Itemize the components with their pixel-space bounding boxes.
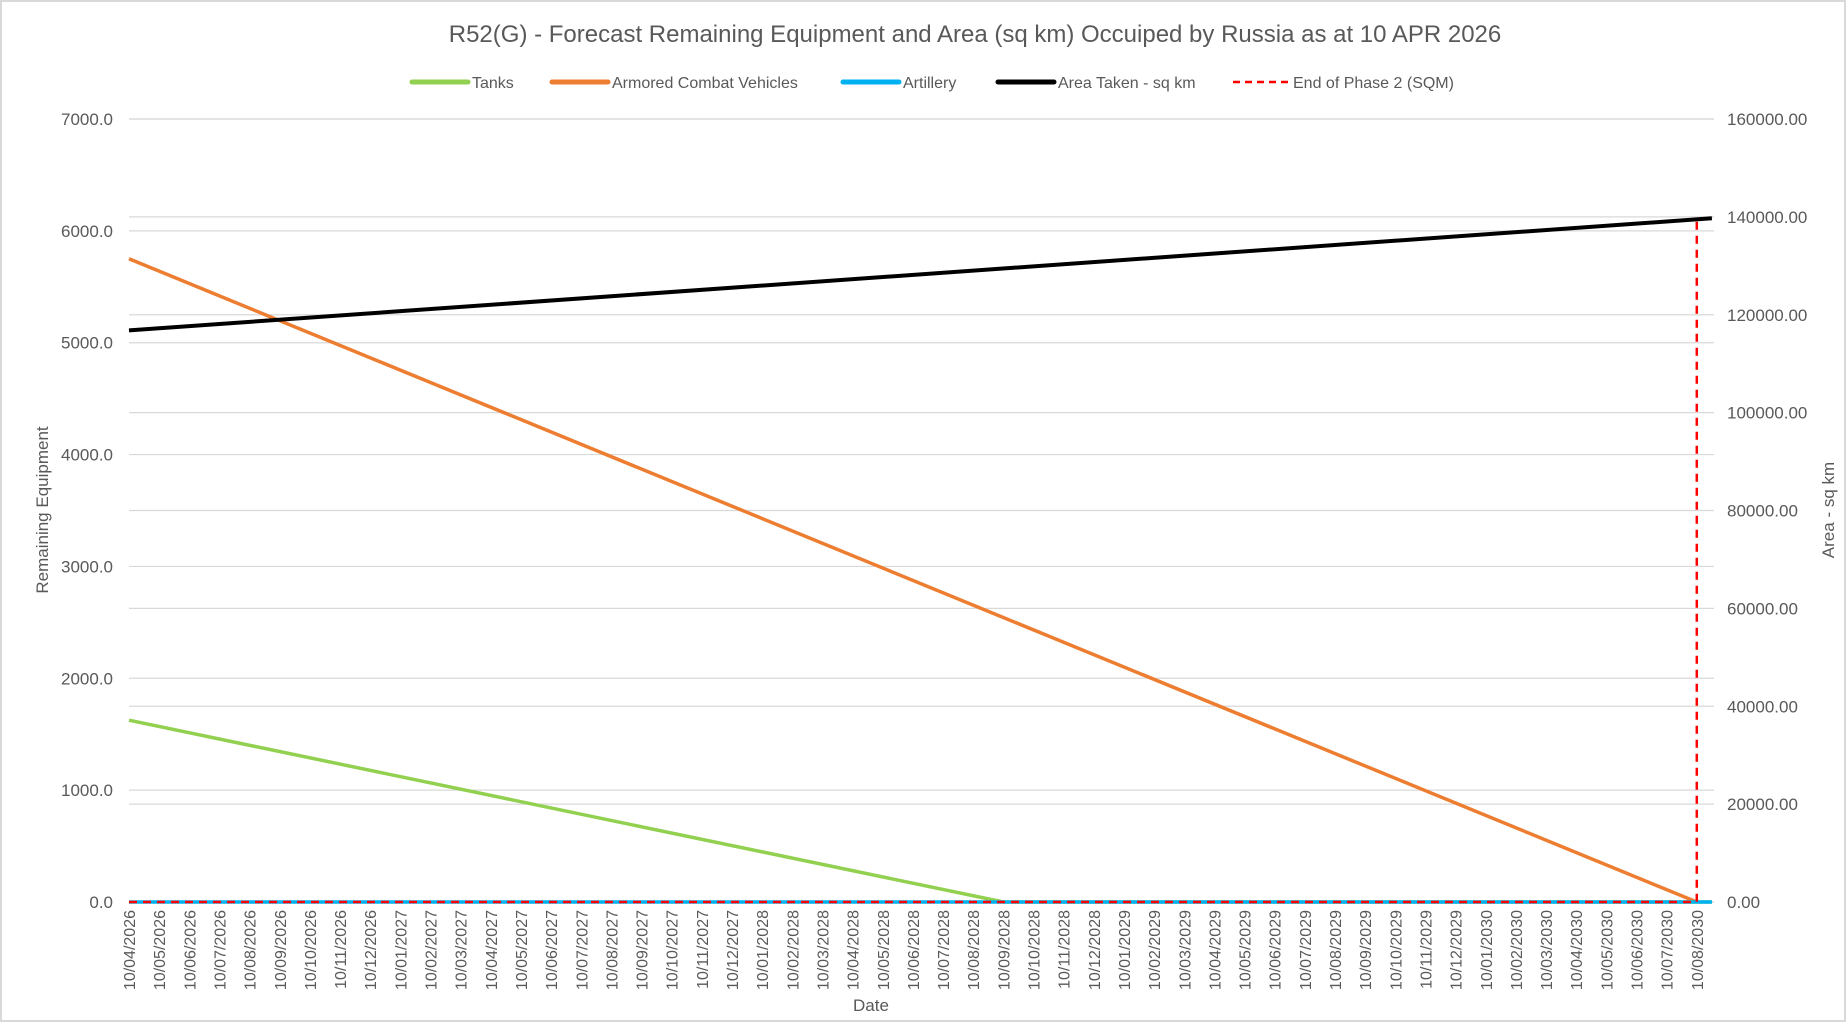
x-tick-label: 10/08/2027 [604, 910, 621, 990]
x-tick-label: 10/09/2027 [635, 910, 652, 990]
y-tick-label: 2000.0 [61, 669, 113, 688]
y-axis-right: 0.00 20000.00 40000.00 60000.00 80000.00 1000… [1727, 110, 1807, 912]
x-tick-label: 10/01/2030 [1479, 910, 1496, 990]
x-tick-label: 10/03/2027 [454, 910, 471, 990]
x-tick-label: 10/04/2030 [1569, 910, 1586, 990]
x-tick-label: 10/04/2029 [1207, 910, 1224, 990]
x-tick-label: 10/05/2028 [876, 910, 893, 990]
y-axis-label: Remaining Equipment [33, 426, 52, 594]
legend-label: Area Taken - sq km [1058, 75, 1196, 92]
x-tick-label: 10/12/2029 [1449, 910, 1466, 990]
x-tick-label: 10/06/2026 [182, 910, 199, 990]
x-tick-label: 10/02/2030 [1509, 910, 1526, 990]
x-tick-label: 10/12/2028 [1087, 910, 1104, 990]
legend-item: Tanks [409, 75, 514, 92]
gridlines [129, 118, 1714, 903]
x-tick-label: 10/08/2026 [243, 910, 260, 990]
y2-tick-label: 20000.00 [1727, 795, 1798, 814]
x-tick-label: 10/02/2027 [424, 910, 441, 990]
legend-item: Armored Combat Vehicles [549, 75, 798, 92]
x-tick-label: 10/08/2028 [966, 910, 983, 990]
legend-label: Tanks [472, 75, 514, 92]
x-tick-label: 10/05/2030 [1599, 910, 1616, 990]
x-tick-label: 10/07/2027 [574, 910, 591, 990]
y2-tick-label: 160000.00 [1727, 110, 1807, 129]
legend-label: Armored Combat Vehicles [612, 75, 798, 92]
x-tick-label: 10/09/2028 [996, 910, 1013, 990]
x-tick-label: 10/04/2028 [846, 910, 863, 990]
x-tick-label: 10/11/2028 [1057, 910, 1074, 989]
y2-tick-label: 40000.00 [1727, 697, 1798, 716]
x-tick-label: 10/10/2026 [303, 910, 320, 990]
x-tick-label: 10/11/2029 [1418, 910, 1435, 989]
legend-label: Artillery [903, 75, 956, 92]
legend-item: Area Taken - sq km [995, 75, 1196, 92]
x-tick-label: 10/09/2029 [1358, 910, 1375, 990]
y-tick-label: 0.0 [89, 893, 113, 912]
y-tick-label: 7000.0 [61, 110, 113, 129]
x-tick-label: 10/05/2027 [514, 910, 531, 990]
y2-tick-label: 120000.00 [1727, 306, 1807, 325]
series-line-armored-combat-vehicles [128, 257, 1698, 904]
x-tick-label: 10/06/2029 [1268, 910, 1285, 990]
y2-axis-label: Area - sq km [1819, 462, 1838, 558]
x-tick-label: 10/01/2029 [1117, 910, 1134, 990]
x-tick-label: 10/07/2030 [1660, 910, 1677, 990]
x-tick-label: 10/12/2026 [363, 910, 380, 990]
x-tick-label: 10/06/2030 [1630, 910, 1647, 990]
x-tick-label: 10/07/2026 [212, 910, 229, 990]
legend: Tanks Armored Combat Vehicles Artillery Are… [409, 75, 1454, 92]
x-tick-label: 10/11/2027 [695, 910, 712, 989]
chart-title: R52(G) - Forecast Remaining Equipment an… [449, 21, 1502, 48]
x-tick-label: 10/03/2029 [1177, 910, 1194, 990]
x-tick-label: 10/06/2028 [906, 910, 923, 990]
x-tick-label: 10/05/2029 [1238, 910, 1255, 990]
x-axis-label: Date [853, 996, 889, 1015]
x-tick-label: 10/08/2030 [1690, 910, 1707, 990]
x-tick-label: 10/11/2026 [333, 910, 350, 989]
y2-tick-label: 60000.00 [1727, 599, 1798, 618]
x-tick-label: 10/07/2028 [936, 910, 953, 990]
x-tick-label: 10/10/2029 [1388, 910, 1405, 990]
x-tick-label: 10/04/2027 [484, 910, 501, 990]
series-line-area-taken-sq-km [128, 216, 1713, 333]
x-axis: 10/04/2026 10/05/2026 10/06/2026 10/07/2026… [122, 910, 1707, 990]
y-tick-label: 4000.0 [61, 446, 113, 465]
x-tick-label: 10/06/2027 [544, 910, 561, 990]
x-tick-label: 10/05/2026 [152, 910, 169, 990]
x-tick-label: 10/10/2027 [665, 910, 682, 990]
y2-tick-label: 0.00 [1727, 893, 1760, 912]
y2-tick-label: 140000.00 [1727, 208, 1807, 227]
legend-label: End of Phase 2 (SQM) [1293, 75, 1454, 92]
x-tick-label: 10/01/2028 [755, 910, 772, 990]
series-lines [128, 216, 1713, 904]
y-tick-label: 3000.0 [61, 557, 113, 576]
x-tick-label: 10/09/2026 [273, 910, 290, 990]
y-axis-left: 0.0 1000.0 2000.0 3000.0 4000.0 5000.0 6000.0 7… [61, 110, 113, 912]
series-line-end-of-phase-2-sqm- [129, 218, 1699, 904]
y-tick-label: 1000.0 [61, 781, 113, 800]
x-tick-label: 10/07/2029 [1298, 910, 1315, 990]
x-tick-label: 10/08/2029 [1328, 910, 1345, 990]
x-tick-label: 10/10/2028 [1027, 910, 1044, 990]
x-tick-label: 10/02/2029 [1147, 910, 1164, 990]
x-tick-label: 10/03/2028 [815, 910, 832, 990]
y-tick-label: 5000.0 [61, 334, 113, 353]
x-tick-label: 10/03/2030 [1539, 910, 1556, 990]
legend-item: End of Phase 2 (SQM) [1233, 75, 1454, 92]
x-tick-label: 10/12/2027 [725, 910, 742, 990]
y-tick-label: 6000.0 [61, 222, 113, 241]
legend-item: Artillery [840, 75, 956, 92]
x-tick-label: 10/01/2027 [393, 910, 410, 990]
y2-tick-label: 100000.00 [1727, 404, 1807, 423]
x-tick-label: 10/04/2026 [122, 910, 139, 990]
y2-tick-label: 80000.00 [1727, 502, 1798, 521]
x-tick-label: 10/02/2028 [785, 910, 802, 990]
